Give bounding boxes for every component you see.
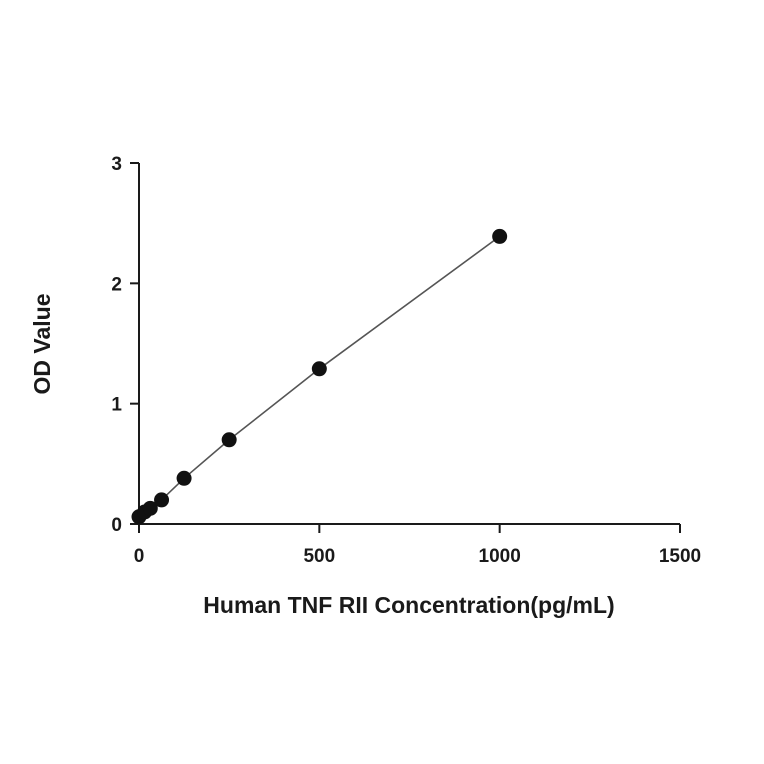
data-points xyxy=(131,228,508,525)
data-point xyxy=(176,470,192,486)
fit-line xyxy=(138,235,501,518)
data-point xyxy=(154,492,170,508)
x-axis-title: Human TNF RII Concentration(pg/mL) xyxy=(203,592,614,618)
x-tick-label: 1500 xyxy=(659,546,701,567)
y-tick-label: 0 xyxy=(111,515,122,536)
x-tick-label: 0 xyxy=(134,546,145,567)
data-point xyxy=(221,432,237,448)
x-tick-label: 500 xyxy=(303,546,335,567)
y-axis-title: OD Value xyxy=(29,294,55,395)
tick-labels: 0 500 1000 1500 0 1 2 3 xyxy=(111,154,701,567)
data-point xyxy=(311,361,327,377)
y-tick-label: 1 xyxy=(111,395,122,416)
y-tick-label: 3 xyxy=(111,154,122,175)
data-point xyxy=(142,500,158,516)
x-tick-label: 1000 xyxy=(479,546,521,567)
fit-line-layer xyxy=(138,235,501,518)
y-tick-label: 2 xyxy=(111,274,122,295)
axes xyxy=(130,162,681,533)
data-point xyxy=(492,228,508,244)
